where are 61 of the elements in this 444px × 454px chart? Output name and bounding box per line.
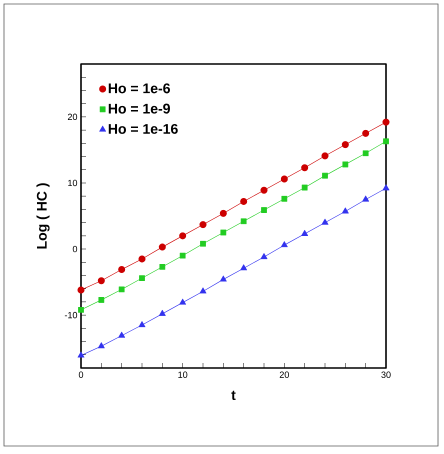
- legend-label: Ho = 1e-6: [108, 83, 170, 94]
- point: [179, 298, 186, 305]
- point: [280, 241, 288, 248]
- point: [220, 210, 227, 217]
- y-tick-label: 0: [72, 246, 78, 252]
- point: [260, 186, 268, 194]
- point: [78, 306, 84, 313]
- point: [342, 162, 348, 168]
- y-tick-label: 10: [68, 180, 78, 186]
- point: [261, 207, 267, 213]
- point: [179, 232, 186, 240]
- point: [118, 332, 126, 338]
- point: [240, 218, 247, 224]
- point: [382, 118, 390, 126]
- x-tick-label: 10: [178, 372, 188, 378]
- point: [98, 297, 104, 303]
- point: [322, 218, 328, 225]
- point: [281, 196, 288, 202]
- x-tick-label: 20: [280, 372, 289, 378]
- point: [159, 264, 166, 270]
- point: [382, 184, 390, 190]
- y-tick-label: -10: [64, 312, 78, 318]
- point: [322, 172, 328, 179]
- point: [220, 276, 227, 282]
- point: [383, 138, 389, 144]
- point: [180, 252, 186, 259]
- point: [78, 352, 84, 358]
- point: [98, 342, 105, 348]
- point: [362, 130, 370, 137]
- point: [301, 164, 308, 172]
- point: [342, 141, 349, 148]
- point: [240, 198, 248, 205]
- x-tick-label: 0: [78, 372, 84, 378]
- point: [362, 196, 370, 202]
- y-axis-title: Log ( HC ): [36, 183, 50, 248]
- point: [240, 264, 248, 270]
- point: [322, 152, 329, 160]
- point: [301, 230, 308, 236]
- point: [158, 310, 166, 316]
- legend-label: Ho = 1e-9: [108, 104, 170, 114]
- x-tick-label: 30: [381, 372, 391, 378]
- point: [302, 184, 308, 190]
- point: [138, 255, 146, 262]
- point: [362, 150, 369, 156]
- point: [200, 221, 206, 228]
- y-tick-label: 20: [68, 114, 78, 120]
- point: [280, 175, 288, 182]
- legend-label: Ho = 1e-16: [108, 124, 178, 134]
- point: [98, 277, 105, 284]
- x-axis-title: t: [231, 390, 236, 400]
- point: [158, 244, 166, 251]
- point: [220, 230, 226, 236]
- point: [118, 286, 125, 292]
- point: [139, 275, 145, 282]
- point: [342, 207, 349, 214]
- point: [260, 253, 268, 260]
- point: [118, 266, 126, 274]
- point: [138, 321, 146, 328]
- point: [78, 286, 84, 294]
- point: [200, 287, 206, 294]
- point: [200, 240, 206, 247]
